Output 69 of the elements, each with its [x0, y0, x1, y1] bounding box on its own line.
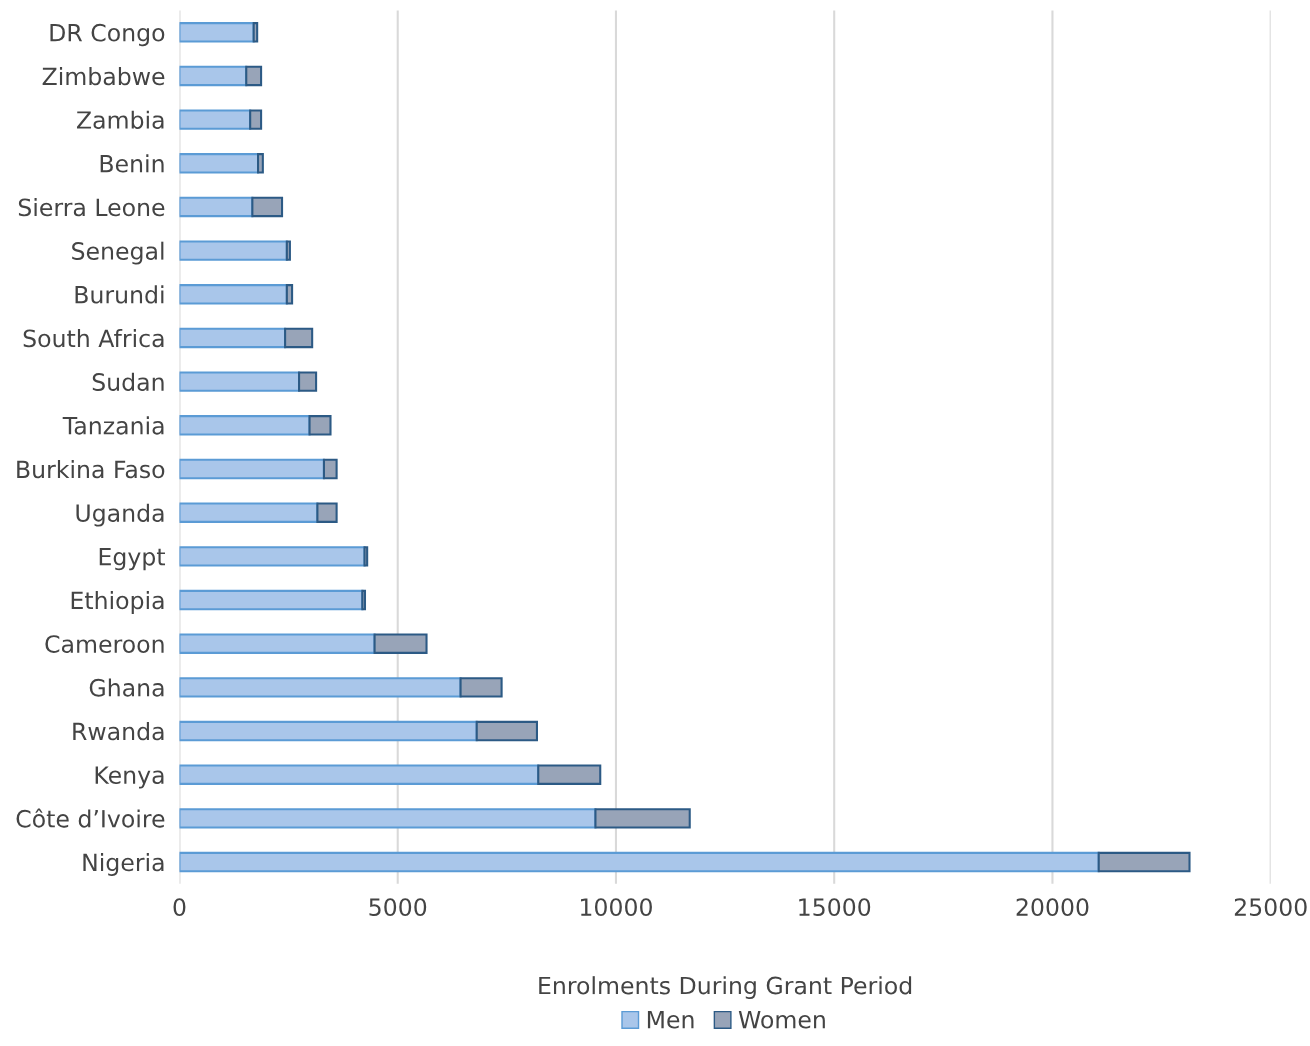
legend-label: Men: [647, 1010, 694, 1029]
x-tick-label: 10000: [581, 898, 652, 917]
bar: [179, 327, 287, 349]
y-tick-label: Burundi: [75, 285, 164, 304]
bar: [179, 240, 288, 261]
bar: [322, 458, 338, 480]
bar: [252, 22, 259, 43]
x-tick-label: 5000: [369, 898, 427, 917]
legend-label: Women: [738, 1010, 825, 1029]
bar: [179, 415, 311, 436]
y-tick-label: Egypt: [99, 548, 166, 571]
bar: [179, 633, 376, 654]
bar: [316, 502, 338, 523]
bar: [179, 371, 301, 392]
y-tick-label: Senegal: [72, 241, 164, 265]
bar: [179, 502, 319, 523]
y-tick-label: Zambia: [76, 110, 164, 129]
bar: [373, 633, 428, 654]
bar: [179, 65, 248, 87]
bar: [249, 109, 263, 130]
bar: [537, 764, 602, 785]
bar: [257, 153, 264, 174]
y-tick-label: Ghana: [89, 678, 164, 697]
x-axis-title: Enrolments During Grant Period: [539, 976, 912, 1000]
bar: [475, 720, 538, 742]
bar: [179, 851, 1100, 873]
bar: [298, 371, 318, 392]
bar: [245, 65, 263, 87]
bar: [361, 589, 367, 611]
bar: [179, 720, 478, 742]
bar: [308, 415, 332, 436]
y-tick-label: Burkina Faso: [17, 460, 165, 479]
bar: [459, 677, 503, 698]
bar: [179, 22, 255, 43]
bar: [251, 196, 284, 218]
bar: [179, 109, 252, 130]
bar: [284, 327, 314, 349]
y-tick-label: Côte d’Ivoire: [16, 808, 165, 828]
y-tick-label: DR Congo: [50, 23, 165, 47]
bar: [179, 808, 597, 829]
y-tick-label: Kenya: [95, 766, 164, 789]
y-tick-label: Rwanda: [73, 722, 164, 741]
bar: [179, 458, 325, 480]
bar: [285, 284, 294, 305]
bar: [179, 589, 364, 611]
bar: [1097, 851, 1191, 873]
x-tick-label: 15000: [799, 898, 871, 917]
x-tick-label: 0: [173, 898, 186, 917]
x-tick-label: 20000: [1016, 898, 1089, 917]
y-tick-label: Ethiopia: [71, 591, 164, 614]
bar: [179, 153, 260, 174]
y-tick-label: South Africa: [23, 329, 164, 348]
bar: [179, 677, 462, 698]
bar: [363, 546, 369, 567]
y-tick-label: Benin: [100, 154, 164, 173]
y-tick-label: Zimbabwe: [42, 67, 165, 86]
bar: [179, 196, 254, 218]
bar: [179, 764, 540, 785]
y-tick-label: Sudan: [92, 372, 164, 391]
bar: [179, 284, 288, 305]
y-tick-label: Nigeria: [83, 853, 164, 876]
bar: [285, 240, 291, 261]
y-tick-label: Uganda: [76, 503, 164, 527]
y-tick-label: Tanzania: [62, 416, 164, 435]
bar: [594, 808, 691, 829]
y-tick-label: Cameroon: [45, 635, 164, 653]
bar: [179, 546, 366, 567]
x-tick-label: 25000: [1234, 898, 1307, 917]
y-tick-label: Sierra Leone: [18, 198, 165, 217]
